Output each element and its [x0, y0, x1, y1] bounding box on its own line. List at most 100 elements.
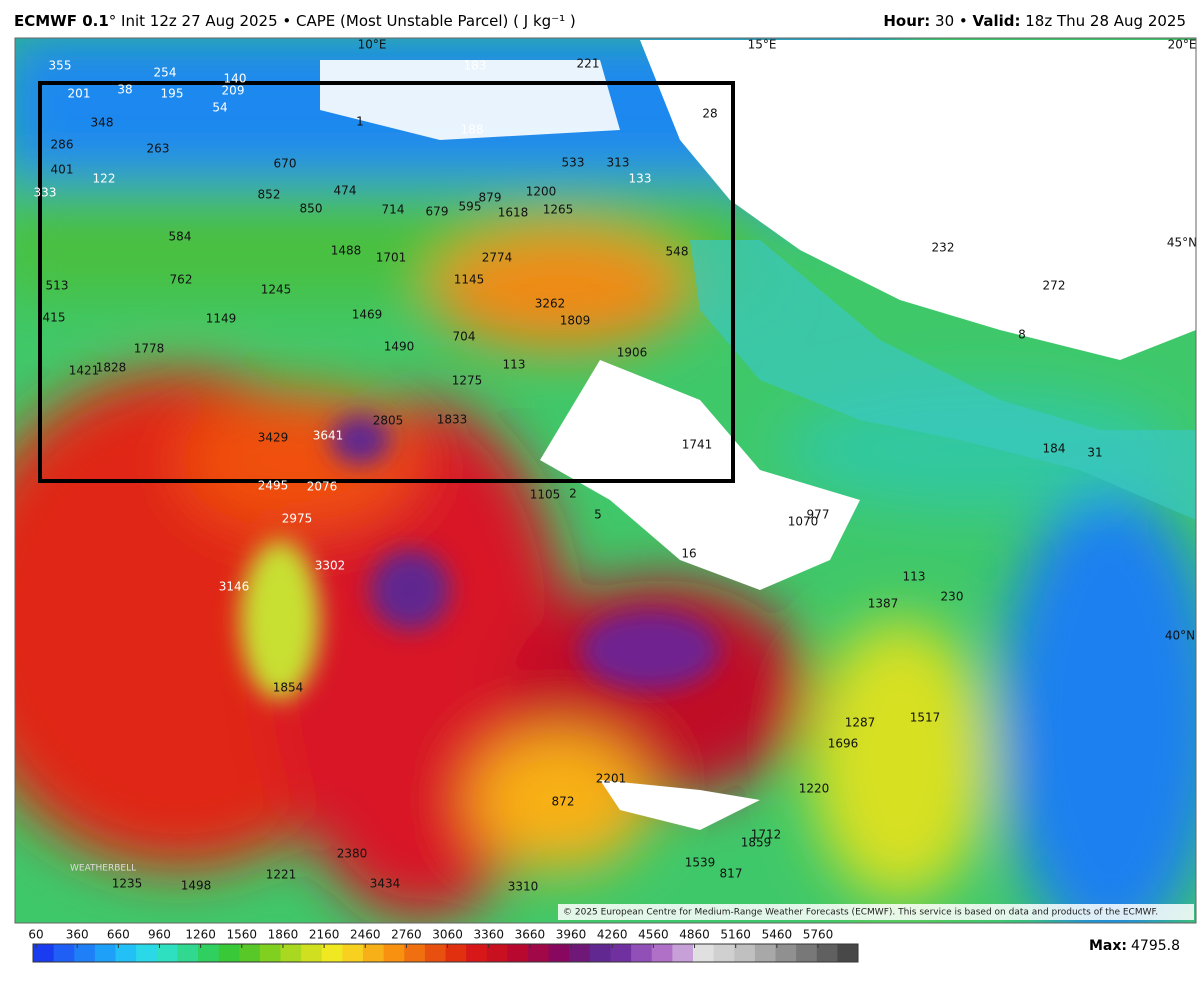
colorbar-segment [569, 944, 591, 962]
point-label: 1741 [682, 438, 713, 452]
point-label: 5 [594, 508, 602, 522]
point-label: 28 [702, 107, 717, 121]
colorbar-segment [754, 944, 776, 962]
point-label: 8 [1018, 328, 1026, 342]
colorbar-segment [94, 944, 116, 962]
point-label: 1778 [134, 342, 165, 356]
point-label: 3429 [258, 431, 289, 445]
colorbar-segment [589, 944, 611, 962]
colorbar-tick-label: 360 [66, 928, 89, 942]
point-label: 1618 [498, 206, 529, 220]
colorbar-segment [631, 944, 653, 962]
point-label: 1490 [384, 340, 415, 354]
point-label: 209 [222, 84, 245, 98]
point-label: 355 [49, 59, 72, 73]
point-label: 1275 [452, 374, 483, 388]
point-label: 704 [453, 330, 476, 344]
point-label: 817 [720, 867, 743, 881]
point-label: 122 [93, 172, 116, 186]
colorbar-segment [74, 944, 96, 962]
point-label: 584 [169, 230, 192, 244]
colorbar-segment [672, 944, 694, 962]
colorbar-segment [53, 944, 75, 962]
point-label: 1517 [910, 711, 941, 725]
point-label: 1265 [543, 203, 574, 217]
point-label: 2495 [258, 479, 289, 493]
colorbar-segment [218, 944, 240, 962]
point-label: 714 [382, 203, 405, 217]
point-label: 1245 [261, 283, 292, 297]
point-label: 670 [274, 157, 297, 171]
colorbar-segment [280, 944, 302, 962]
colorbar-segment [651, 944, 673, 962]
point-label: 1854 [273, 681, 304, 695]
map: WEATHERBELL © 2025 European Centre for M… [15, 38, 1197, 923]
point-label: 2805 [373, 414, 404, 428]
point-label: 3302 [315, 559, 346, 573]
colorbar-segment [713, 944, 735, 962]
graticule-label: 10°E [358, 38, 387, 52]
colorbar-segment [404, 944, 426, 962]
point-label: 872 [552, 795, 575, 809]
colorbar-tick-label: 4260 [597, 928, 628, 942]
colorbar-segment [383, 944, 405, 962]
point-label: 1200 [526, 185, 557, 199]
graticule-label: 15°E [748, 38, 777, 52]
colorbar-segment [259, 944, 281, 962]
point-label: 113 [903, 570, 926, 584]
colorbar-segment [342, 944, 364, 962]
point-label: 548 [666, 245, 689, 259]
point-label: 348 [91, 116, 114, 130]
point-label: 1221 [266, 868, 297, 882]
point-label: 1469 [352, 308, 383, 322]
point-label: 54 [212, 101, 227, 115]
point-label: 195 [161, 87, 184, 101]
point-label: 1235 [112, 877, 143, 891]
colorbar-segment [363, 944, 385, 962]
point-label: 513 [46, 279, 69, 293]
point-label: 852 [258, 188, 281, 202]
point-label: 2975 [282, 512, 313, 526]
colorbar-tick-label: 1260 [185, 928, 216, 942]
colorbar-segment [156, 944, 178, 962]
point-label: 595 [459, 200, 482, 214]
colorbar-segment [239, 944, 261, 962]
colorbar-tick-label: 960 [148, 928, 171, 942]
colorbar-tick-label: 4860 [679, 928, 710, 942]
point-label: 16 [681, 547, 696, 561]
point-label: 286 [51, 138, 74, 152]
point-label: 313 [607, 156, 630, 170]
colorbar-tick-label: 3360 [473, 928, 504, 942]
graticule-label: 20°E [1168, 38, 1197, 52]
point-label: 879 [479, 191, 502, 205]
colorbar-segment [610, 944, 632, 962]
point-label: 1149 [206, 312, 237, 326]
colorbar-segment [321, 944, 343, 962]
colorbar-segment [33, 944, 55, 962]
point-label: 263 [147, 142, 170, 156]
colorbar: 60 360 660 960 1260 1560 1860 2160 2460 2760 3060 3… [28, 928, 859, 963]
colorbar-segment [528, 944, 550, 962]
colorbar-tick-label: 60 [28, 928, 43, 942]
colorbar-segment [796, 944, 818, 962]
graticule-label: 45°N [1167, 236, 1197, 250]
colorbar-segment [693, 944, 715, 962]
point-label: 183 [464, 59, 487, 73]
point-label: 3310 [508, 880, 539, 894]
colorbar-segment [177, 944, 199, 962]
point-label: 415 [43, 311, 66, 325]
colorbar-segment [548, 944, 570, 962]
max-value: Max: 4795.8 [1089, 938, 1180, 954]
point-label: 1701 [376, 251, 407, 265]
colorbar-segment [115, 944, 137, 962]
point-label: 1712 [751, 828, 782, 842]
point-label: 1421 [69, 364, 100, 378]
colorbar-segment [198, 944, 220, 962]
point-label: 1498 [181, 879, 212, 893]
copyright: © 2025 European Centre for Medium-Range … [563, 908, 1158, 918]
colorbar-tick-label: 5760 [803, 928, 834, 942]
point-label: 1488 [331, 244, 362, 258]
point-label: 1105 [530, 488, 561, 502]
point-label: 1833 [437, 413, 468, 427]
